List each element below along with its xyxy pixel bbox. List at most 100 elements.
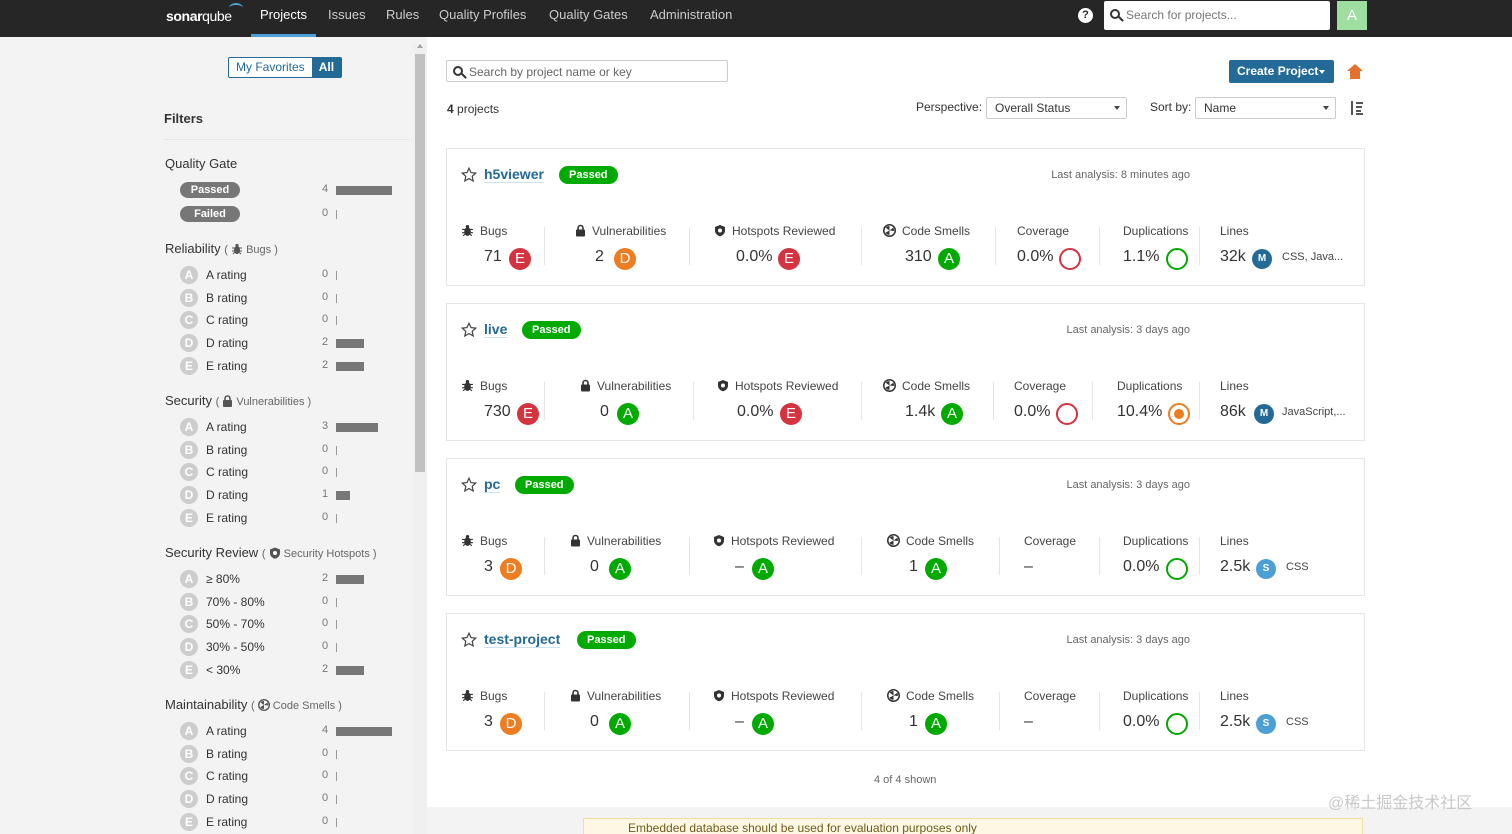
filters-sidebar: My Favorites All Filters Quality Gate Pas… [0, 37, 427, 834]
facet-row-c[interactable]: C 50% - 70% 0 [180, 615, 400, 634]
metric-value: 10.4% [1117, 403, 1163, 420]
facet-bar [336, 316, 337, 326]
metric-label-text: Vulnerabilities [592, 224, 667, 238]
metric-value: 0 [600, 403, 609, 420]
metric-label-vulns: Vulnerabilities [575, 224, 666, 240]
sonarqube-logo[interactable]: sonarqube [166, 8, 232, 24]
facet-row-d[interactable]: D D rating 1 [180, 486, 400, 505]
divider [1092, 382, 1093, 420]
facet-label: B rating [206, 746, 248, 761]
metric-label-dups: Duplications [1123, 689, 1188, 703]
facet-row-a[interactable]: A A rating 3 [180, 418, 400, 436]
project-name-link[interactable]: live [484, 321, 508, 338]
favorite-star-icon[interactable] [460, 321, 478, 338]
my-favorites-button[interactable]: My Favorites [236, 60, 305, 74]
facet-row-b[interactable]: B B rating 0 [180, 440, 400, 459]
metric-label-text: Duplications [1117, 379, 1183, 393]
search-icon [1110, 9, 1120, 19]
nav-rules[interactable]: Rules [386, 7, 420, 22]
scroll-up-icon[interactable] [417, 44, 423, 48]
divider [544, 692, 545, 730]
sidebar-scrollbar[interactable] [413, 44, 427, 834]
facet-bar [336, 620, 337, 630]
facet-count: 0 [322, 442, 329, 455]
favorite-star-icon[interactable] [460, 476, 478, 493]
project-card: live Passed Last analysis: 3 days ago Bugs 7… [446, 303, 1365, 441]
rating-badge-e: E [778, 248, 800, 270]
project-name-link[interactable]: pc [484, 476, 501, 493]
metric-label-text: Code Smells [902, 224, 971, 238]
project-search-box[interactable] [446, 60, 728, 82]
facet-row-d[interactable]: D D rating 2 [180, 334, 400, 353]
sort-order-icon[interactable] [1349, 101, 1363, 115]
rating-badge-e: E [780, 403, 802, 425]
facet-row-b[interactable]: B 70% - 80% 0 [180, 592, 400, 611]
facet-row-a[interactable]: A A rating 4 [180, 722, 400, 740]
metric-label-text: Hotspots Reviewed [735, 379, 839, 393]
code-smell-icon [882, 378, 897, 395]
facet-count: 0 [322, 510, 329, 523]
nav-quality-profiles[interactable]: Quality Profiles [439, 7, 527, 22]
metric-label-coverage: Coverage [1024, 534, 1076, 548]
facet-bar [336, 271, 337, 280]
favorite-star-icon[interactable] [460, 631, 478, 648]
divider [1099, 537, 1100, 575]
metric-value: 0.0% [1123, 713, 1160, 730]
facet-row-e[interactable]: E < 30% 2 [180, 660, 400, 679]
facet-row-e[interactable]: E E rating 0 [180, 812, 400, 831]
nav-administration[interactable]: Administration [650, 7, 733, 22]
create-project-button[interactable]: Create Project [1229, 60, 1334, 83]
quality-gate-passed-filter[interactable]: Passed [180, 182, 240, 198]
facet-row-c[interactable]: C C rating 0 [180, 463, 400, 482]
facet-row-e[interactable]: E E rating 0 [180, 508, 400, 527]
facet-row-e[interactable]: E E rating 2 [180, 356, 400, 375]
dups-ring-icon [1166, 558, 1188, 580]
facet-label: 30% - 50% [206, 640, 265, 655]
quality-gate-failed-row[interactable]: 0 [180, 205, 400, 223]
rating-badge-d: D [614, 248, 636, 270]
code-smell-icon [886, 533, 901, 550]
scrollbar-thumb[interactable] [415, 54, 425, 472]
project-search-input[interactable] [469, 64, 724, 79]
divider [999, 692, 1000, 730]
facet-row-a[interactable]: A A rating 0 [180, 266, 400, 284]
nav-issues[interactable]: Issues [328, 7, 366, 22]
metric-value: 86k [1220, 403, 1246, 420]
favorite-star-icon[interactable] [460, 166, 478, 183]
help-icon[interactable]: ? [1078, 8, 1093, 23]
metric-value: 2.5k [1220, 713, 1251, 730]
divider [544, 537, 545, 575]
perspective-select[interactable]: Overall Status [986, 97, 1127, 119]
user-avatar[interactable]: A [1337, 1, 1367, 30]
rating-badge-a: A [941, 403, 963, 425]
nav-quality-gates[interactable]: Quality Gates [549, 7, 628, 22]
metric-label-vulns: Vulnerabilities [580, 379, 671, 395]
all-projects-button[interactable]: All [311, 58, 342, 77]
global-search-input[interactable] [1126, 6, 1324, 24]
facet-row-c[interactable]: C C rating 0 [180, 311, 400, 330]
rating-e-icon: E [180, 356, 198, 375]
code-smell-icon [882, 223, 897, 240]
facet-label: C rating [206, 313, 249, 328]
project-name-link[interactable]: test-project [484, 631, 561, 648]
quality-gate-passed-row[interactable]: 4 [180, 181, 400, 199]
sort-select[interactable]: Name [1195, 97, 1336, 119]
facet-row-d[interactable]: D D rating 0 [180, 790, 400, 809]
facet-row-b[interactable]: B B rating 0 [180, 744, 400, 763]
facet-row-c[interactable]: C C rating 0 [180, 767, 400, 786]
quality-gate-failed-filter[interactable]: Failed [180, 206, 240, 222]
facet-label: A rating [206, 724, 247, 738]
global-search-box[interactable] [1104, 1, 1330, 30]
project-name-link[interactable]: h5viewer [484, 166, 544, 183]
facet-row-d[interactable]: D 30% - 50% 0 [180, 638, 400, 657]
facet-bar [336, 817, 337, 827]
facet-row-b[interactable]: B B rating 0 [180, 288, 400, 307]
rating-d-icon: D [180, 638, 198, 657]
nav-projects[interactable]: Projects [251, 0, 316, 37]
reliability-facet-title: Reliability ( Bugs ) [165, 241, 278, 256]
rating-b-icon: B [180, 288, 198, 307]
metric-value: – [735, 558, 744, 575]
facet-row-a[interactable]: A ≥ 80% 2 [180, 570, 400, 588]
home-icon[interactable] [1347, 64, 1363, 79]
facet-count: 0 [322, 617, 329, 630]
